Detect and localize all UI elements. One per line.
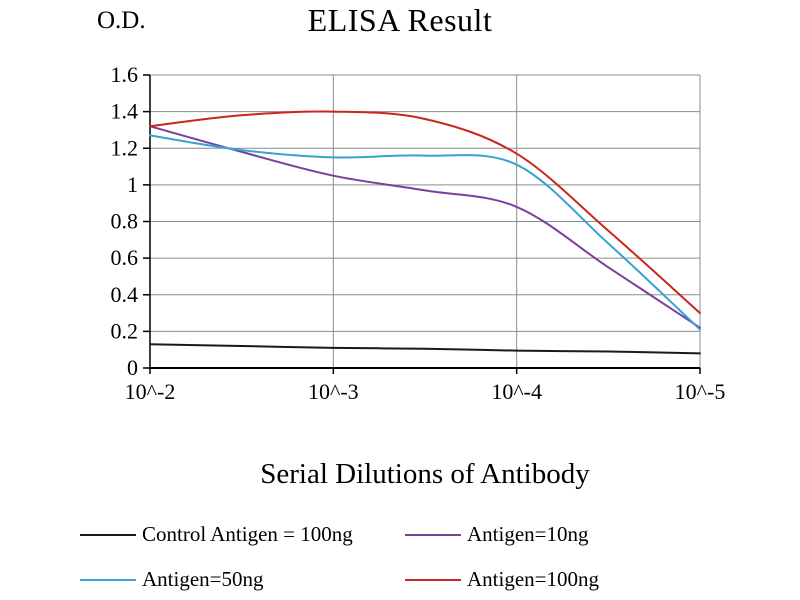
x-axis-label: Serial Dilutions of Antibody [260,458,590,490]
svg-text:0.2: 0.2 [111,318,139,343]
legend-label: Antigen=10ng [467,522,589,546]
chart-legend: Control Antigen = 100ng Antigen=10ng Ant… [80,522,720,592]
svg-text:0.4: 0.4 [111,282,139,307]
legend-line-antigen-50ng [80,578,136,581]
svg-text:1: 1 [127,172,138,197]
y-axis-unit-label: O.D. [97,7,146,34]
legend-line-antigen-10ng [405,533,461,536]
svg-text:10^-2: 10^-2 [125,379,176,404]
chart-title: ELISA Result [307,2,493,38]
legend-line-control-antigen [80,533,136,536]
svg-text:0.6: 0.6 [111,245,139,270]
svg-text:10^-3: 10^-3 [308,379,359,404]
legend-label: Control Antigen = 100ng [142,522,353,546]
svg-text:0.8: 0.8 [111,209,139,234]
svg-text:10^-5: 10^-5 [675,379,726,404]
svg-text:1.6: 1.6 [111,62,139,87]
svg-text:10^-4: 10^-4 [491,379,542,404]
legend-line-antigen-100ng [405,578,461,581]
svg-text:0: 0 [127,355,138,380]
legend-item-antigen-100ng: Antigen=100ng [405,567,720,592]
legend-item-control-antigen-100ng: Control Antigen = 100ng [80,522,395,547]
legend-label: Antigen=50ng [142,567,264,591]
legend-item-antigen-50ng: Antigen=50ng [80,567,395,592]
svg-text:1.2: 1.2 [111,135,139,160]
legend-label: Antigen=100ng [467,567,599,591]
legend-item-antigen-10ng: Antigen=10ng [405,522,720,547]
elisa-line-chart: 0 0.2 0.4 0.6 0.8 1 1.2 1.4 1.6 10^-2 10^-3 10^-4 10… [111,62,726,404]
svg-text:1.4: 1.4 [111,99,139,124]
